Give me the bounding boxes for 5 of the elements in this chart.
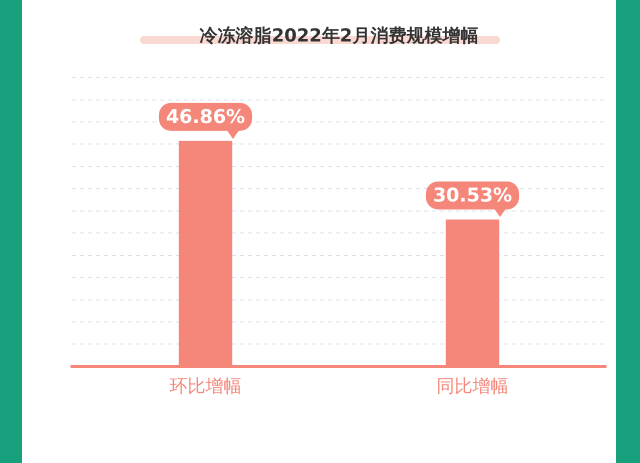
x-tick-label: 同比增幅 [436,376,508,396]
x-tick-label: 环比增幅 [170,376,242,396]
data-label: 46.86% [166,106,246,128]
chart-title: 冷冻溶脂2022年2月消费规模增幅 [200,25,478,46]
data-label: 30.53% [432,184,512,206]
